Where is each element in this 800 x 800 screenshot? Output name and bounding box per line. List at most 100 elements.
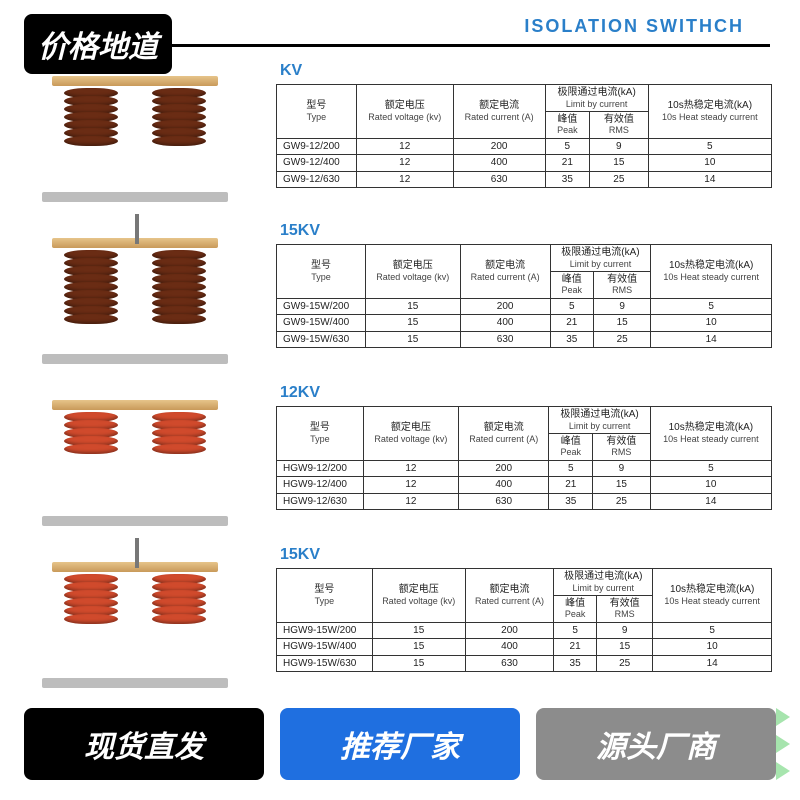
table-cell: 5	[651, 298, 772, 315]
table-cell: 9	[590, 138, 649, 155]
table-cell: 200	[458, 460, 548, 477]
table-cell: 15	[365, 331, 460, 348]
table-row: GW9-12/63012630352514	[277, 171, 772, 188]
table-cell-wrap: 15KV 型号Type额定电压Rated voltage (kv)额定电流Rate…	[270, 216, 772, 348]
isolation-switch-image	[30, 58, 240, 208]
table-header: 有效值RMS	[590, 111, 649, 138]
table-header: 有效值RMS	[596, 595, 652, 622]
table-row: HGW9-12/20012200595	[277, 460, 772, 477]
table-cell: GW9-15W/400	[277, 315, 366, 332]
table-cell: 35	[549, 493, 593, 510]
table-cell: GW9-15W/200	[277, 298, 366, 315]
page-title: ISOLATION SWITHCH	[524, 16, 744, 37]
table-cell: HGW9-12/400	[277, 477, 364, 494]
table-row: HGW9-15W/40015400211510	[277, 639, 772, 656]
table-cell: HGW9-15W/630	[277, 655, 373, 672]
voltage-class-label: 15KV	[280, 546, 772, 564]
table-header: 10s热稳定电流(kA)10s Heat steady current	[650, 407, 771, 461]
voltage-class-label: 15KV	[280, 222, 772, 240]
product-section: 15KV 型号Type额定电压Rated voltage (kv)额定电流Rate…	[0, 216, 772, 374]
voltage-class-label: KV	[280, 62, 772, 80]
table-cell: 400	[465, 639, 554, 656]
table-header: 额定电压Rated voltage (kv)	[372, 569, 465, 623]
table-row: HGW9-12/63012630352514	[277, 493, 772, 510]
table-cell: 25	[590, 171, 649, 188]
product-image-cell	[0, 378, 270, 536]
table-header: 10s热稳定电流(kA)10s Heat steady current	[653, 569, 772, 623]
table-header: 极限通过电流(kA)Limit by current	[550, 245, 651, 272]
table-cell: 21	[554, 639, 597, 656]
table-cell: HGW9-15W/400	[277, 639, 373, 656]
pill-source-vendor: 源头厂商	[536, 708, 776, 780]
table-cell: 200	[460, 298, 550, 315]
table-row: HGW9-12/40012400211510	[277, 477, 772, 494]
table-cell: 15	[593, 477, 651, 494]
price-badge: 价格地道	[24, 14, 172, 74]
table-cell: HGW9-12/200	[277, 460, 364, 477]
spec-table: 型号Type额定电压Rated voltage (kv)额定电流Rated cu…	[276, 244, 772, 348]
product-image-cell	[0, 56, 270, 210]
table-header: 峰值Peak	[554, 595, 597, 622]
table-header: 型号Type	[277, 85, 357, 139]
table-cell: 400	[458, 477, 548, 494]
table-header: 峰值Peak	[550, 271, 593, 298]
spec-table: 型号Type额定电压Rated voltage (kv)额定电流Rated cu…	[276, 84, 772, 188]
table-header: 额定电压Rated voltage (kv)	[365, 245, 460, 299]
table-header: 峰值Peak	[545, 111, 589, 138]
table-row: HGW9-15W/63015630352514	[277, 655, 772, 672]
table-cell: 10	[651, 315, 772, 332]
table-cell: GW9-12/400	[277, 155, 357, 172]
table-cell: 200	[453, 138, 545, 155]
table-cell: 400	[453, 155, 545, 172]
table-header: 极限通过电流(kA)Limit by current	[545, 85, 648, 112]
table-header: 10s热稳定电流(kA)10s Heat steady current	[651, 245, 772, 299]
table-cell: 14	[653, 655, 772, 672]
table-cell: 15	[365, 298, 460, 315]
table-header: 极限通过电流(kA)Limit by current	[554, 569, 653, 596]
table-cell: HGW9-15W/200	[277, 622, 373, 639]
table-cell: 15	[372, 655, 465, 672]
table-header: 额定电流Rated current (A)	[453, 85, 545, 139]
product-section: KV 型号Type额定电压Rated voltage (kv)额定电流Rated …	[0, 56, 772, 210]
table-cell: 35	[545, 171, 589, 188]
table-cell-wrap: 12KV 型号Type额定电压Rated voltage (kv)额定电流Rate…	[270, 378, 772, 510]
product-image-cell	[0, 216, 270, 374]
table-cell: 630	[460, 331, 550, 348]
table-header: 10s热稳定电流(kA)10s Heat steady current	[648, 85, 771, 139]
table-header: 极限通过电流(kA)Limit by current	[549, 407, 650, 434]
table-cell: GW9-12/200	[277, 138, 357, 155]
table-header: 峰值Peak	[549, 433, 593, 460]
product-section: 15KV型号Type额定电压Rated voltage (kv)额定电流Rate…	[0, 540, 772, 698]
table-cell: 630	[465, 655, 554, 672]
table-cell: 14	[651, 331, 772, 348]
pill-recommended-vendor: 推荐厂家	[280, 708, 520, 780]
table-row: GW9-15W/20015200595	[277, 298, 772, 315]
table-cell: 15	[596, 639, 652, 656]
pill-stock-direct: 现货直发	[24, 708, 264, 780]
table-cell: 400	[460, 315, 550, 332]
voltage-class-label: 12KV	[280, 384, 772, 402]
table-cell: 21	[550, 315, 593, 332]
table-cell-wrap: 15KV型号Type额定电压Rated voltage (kv)额定电流Rate…	[270, 540, 772, 672]
table-cell: GW9-15W/630	[277, 331, 366, 348]
table-cell: 5	[545, 138, 589, 155]
table-row: HGW9-15W/20015200595	[277, 622, 772, 639]
table-cell: 10	[648, 155, 771, 172]
table-header: 额定电压Rated voltage (kv)	[363, 407, 458, 461]
table-cell: 35	[554, 655, 597, 672]
table-cell: 12	[363, 460, 458, 477]
table-cell: 15	[365, 315, 460, 332]
bottom-bar: 现货直发 推荐厂家 源头厂商	[24, 708, 776, 780]
chevron-right-icon	[776, 708, 794, 780]
table-cell: 25	[596, 655, 652, 672]
table-header: 有效值RMS	[593, 433, 651, 460]
table-cell: 5	[550, 298, 593, 315]
table-header: 额定电流Rated current (A)	[460, 245, 550, 299]
spec-table: 型号Type额定电压Rated voltage (kv)额定电流Rated cu…	[276, 406, 772, 510]
table-cell: 630	[458, 493, 548, 510]
table-header: 额定电流Rated current (A)	[465, 569, 554, 623]
table-row: GW9-12/20012200595	[277, 138, 772, 155]
table-cell: 5	[653, 622, 772, 639]
table-header: 型号Type	[277, 407, 364, 461]
table-cell: 9	[594, 298, 651, 315]
